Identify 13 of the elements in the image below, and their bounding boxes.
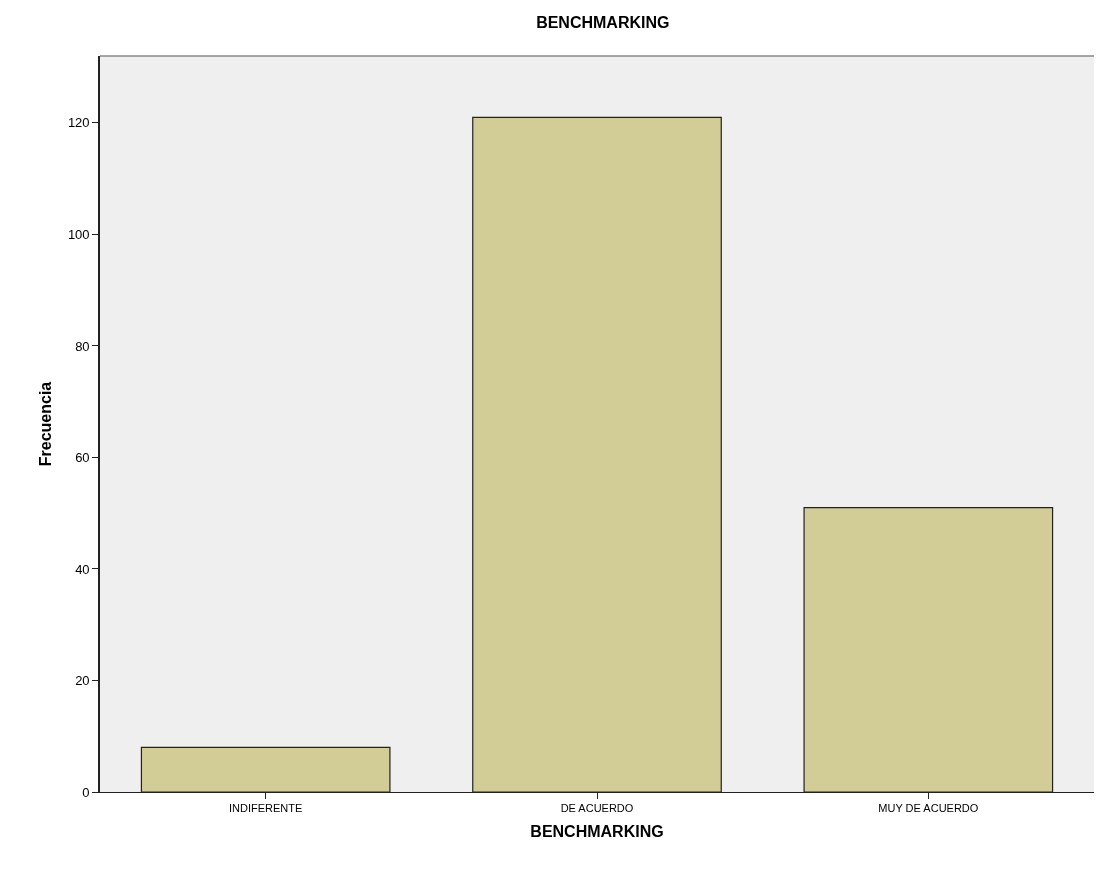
y-tick-label: 40 — [75, 561, 90, 577]
y-tick-label: 80 — [75, 338, 90, 354]
y-tick-label: 60 — [75, 450, 90, 465]
x-tick-label: INDIFERENTE — [229, 802, 303, 815]
y-axis-title: Frecuencia — [37, 381, 55, 467]
y-tick-label: 20 — [75, 673, 90, 689]
y-tick-label: 120 — [67, 115, 90, 131]
y-tick-label: 100 — [67, 226, 90, 242]
x-axis-title: BENCHMARKING — [530, 823, 664, 840]
x-tick-label: DE ACUERDO — [560, 802, 634, 815]
x-tick-label: MUY DE ACUERDO — [878, 802, 979, 815]
y-tick-label: 0 — [82, 784, 90, 800]
chart-title: BENCHMARKING — [536, 13, 670, 31]
